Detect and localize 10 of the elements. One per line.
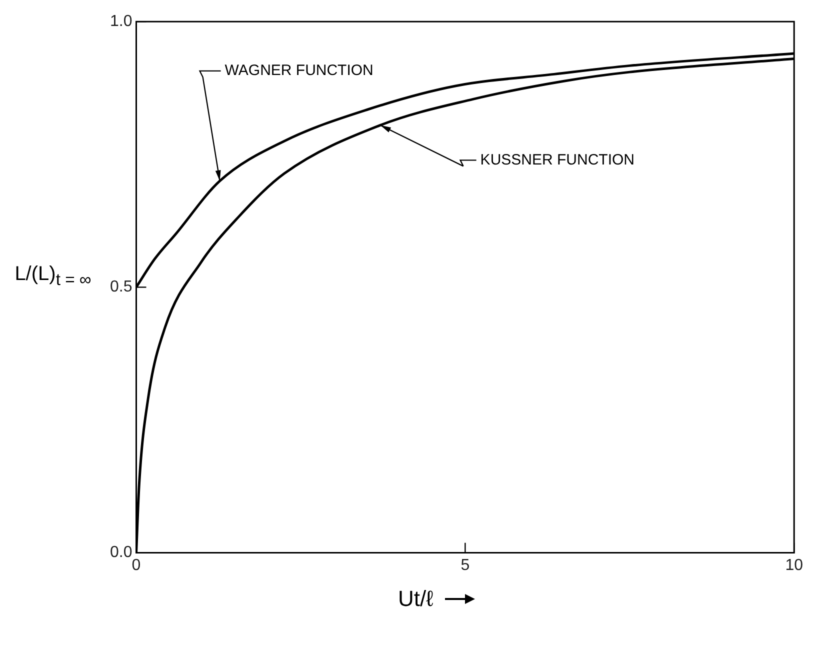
x-tick-label: 5 [460, 556, 470, 574]
x-tick-label: 0 [132, 556, 141, 574]
y-tick-label: 0.5 [110, 278, 132, 296]
annotation: KUSSNER FUNCTION [480, 151, 634, 168]
annotation: WAGNER FUNCTION [224, 62, 374, 80]
y-tick-label: 0.0 [110, 544, 132, 562]
y-axis-title: L/(L)$_{t = ∞}$ [14, 263, 92, 290]
y-tick-label: 1.0 [110, 13, 132, 30]
x-axis-title: Ut/ℓ [398, 586, 434, 612]
x-tick-label: 10 [785, 556, 804, 574]
